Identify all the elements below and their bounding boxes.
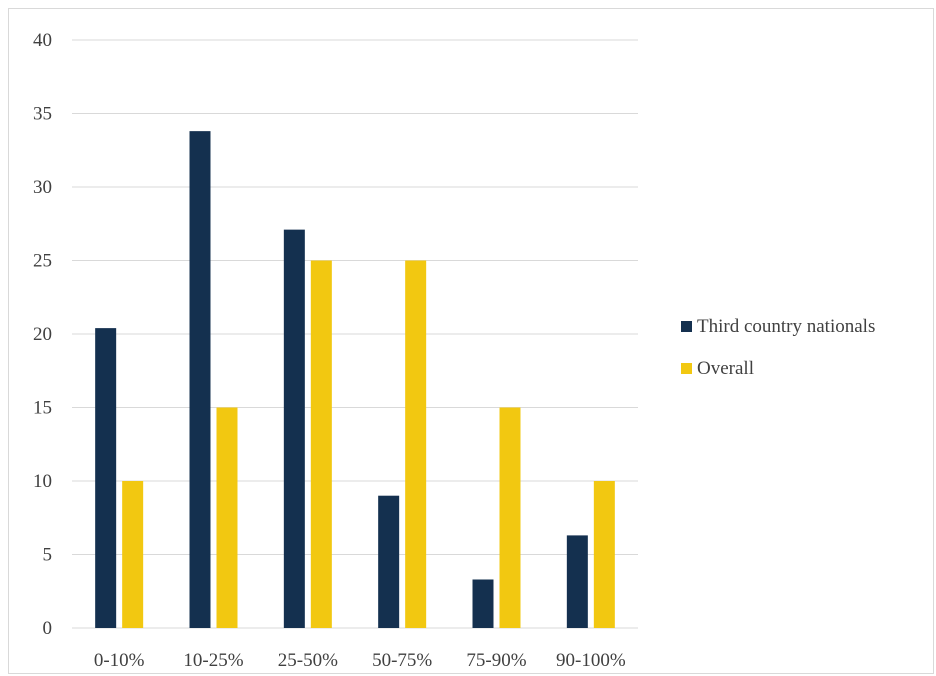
bar-third-country-nationals xyxy=(284,230,305,628)
x-tick-label: 0-10% xyxy=(94,650,145,671)
bar-third-country-nationals xyxy=(190,131,211,628)
y-tick-label: 25 xyxy=(33,251,52,272)
y-axis-ticks: 0 5 10 15 20 25 30 35 40 xyxy=(33,30,52,639)
y-tick-label: 0 xyxy=(43,618,53,639)
legend-label: Third country nationals xyxy=(697,316,875,337)
bar-third-country-nationals xyxy=(95,328,116,628)
bar-overall xyxy=(594,481,615,628)
legend-swatch xyxy=(681,363,692,374)
bars xyxy=(95,131,615,628)
bar-third-country-nationals xyxy=(473,579,494,628)
y-tick-label: 15 xyxy=(33,398,52,419)
y-tick-label: 10 xyxy=(33,471,52,492)
bar-overall xyxy=(122,481,143,628)
bar-overall xyxy=(217,408,238,629)
y-tick-label: 20 xyxy=(33,324,52,345)
y-tick-label: 30 xyxy=(33,177,52,198)
x-tick-label: 75-90% xyxy=(466,650,526,671)
bar-overall xyxy=(311,261,332,629)
x-tick-label: 10-25% xyxy=(183,650,243,671)
legend-swatch xyxy=(681,321,692,332)
bar-third-country-nationals xyxy=(378,496,399,628)
legend: Third country nationals Overall xyxy=(681,316,875,379)
x-tick-label: 50-75% xyxy=(372,650,432,671)
bar-third-country-nationals xyxy=(567,535,588,628)
y-tick-label: 5 xyxy=(43,545,53,566)
bar-overall xyxy=(500,408,521,629)
x-tick-label: 25-50% xyxy=(278,650,338,671)
x-axis-ticks: 0-10% 10-25% 25-50% 50-75% 75-90% 90-100% xyxy=(94,650,626,671)
y-tick-label: 40 xyxy=(33,30,52,51)
bar-overall xyxy=(405,261,426,629)
y-tick-label: 35 xyxy=(33,104,52,125)
gridlines xyxy=(72,40,638,628)
legend-label: Overall xyxy=(697,358,754,379)
x-tick-label: 90-100% xyxy=(556,650,626,671)
